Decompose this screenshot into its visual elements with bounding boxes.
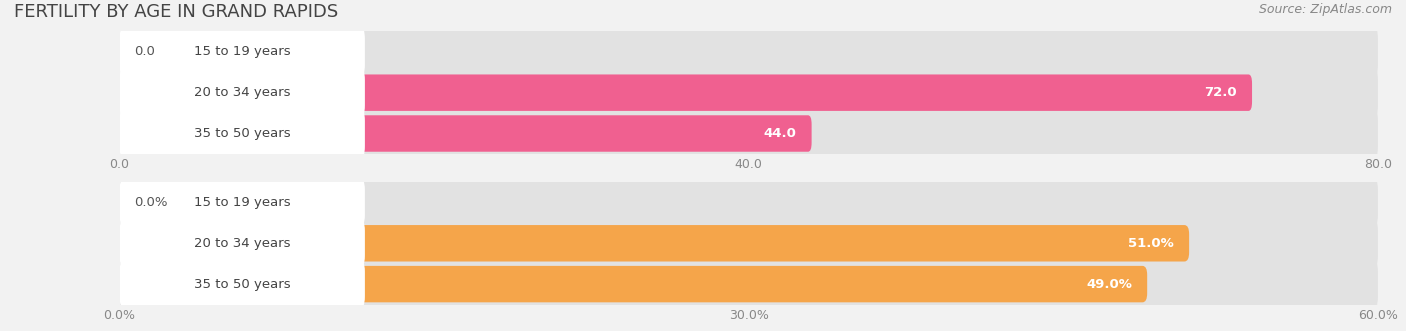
Text: 72.0: 72.0 [1205,86,1237,99]
FancyBboxPatch shape [120,218,366,268]
FancyBboxPatch shape [120,68,1378,118]
Text: 20 to 34 years: 20 to 34 years [194,86,291,99]
FancyBboxPatch shape [120,177,1378,228]
Text: 35 to 50 years: 35 to 50 years [194,278,291,291]
Text: 0.0%: 0.0% [135,196,169,209]
Text: Source: ZipAtlas.com: Source: ZipAtlas.com [1258,3,1392,16]
FancyBboxPatch shape [120,108,366,159]
Text: 15 to 19 years: 15 to 19 years [194,45,291,58]
FancyBboxPatch shape [120,177,366,228]
FancyBboxPatch shape [120,266,1147,302]
Text: 15 to 19 years: 15 to 19 years [194,196,291,209]
Text: 51.0%: 51.0% [1128,237,1174,250]
FancyBboxPatch shape [120,108,1378,159]
Text: 0.0: 0.0 [135,45,156,58]
Text: 44.0: 44.0 [763,127,797,140]
FancyBboxPatch shape [120,26,366,77]
FancyBboxPatch shape [120,68,366,118]
Text: 20 to 34 years: 20 to 34 years [194,237,291,250]
FancyBboxPatch shape [120,225,1189,261]
Text: FERTILITY BY AGE IN GRAND RAPIDS: FERTILITY BY AGE IN GRAND RAPIDS [14,3,339,21]
FancyBboxPatch shape [120,74,1251,111]
FancyBboxPatch shape [120,259,1378,309]
FancyBboxPatch shape [120,259,366,309]
FancyBboxPatch shape [120,115,811,152]
FancyBboxPatch shape [120,218,1378,268]
Text: 49.0%: 49.0% [1087,278,1132,291]
Text: 35 to 50 years: 35 to 50 years [194,127,291,140]
FancyBboxPatch shape [120,26,1378,77]
